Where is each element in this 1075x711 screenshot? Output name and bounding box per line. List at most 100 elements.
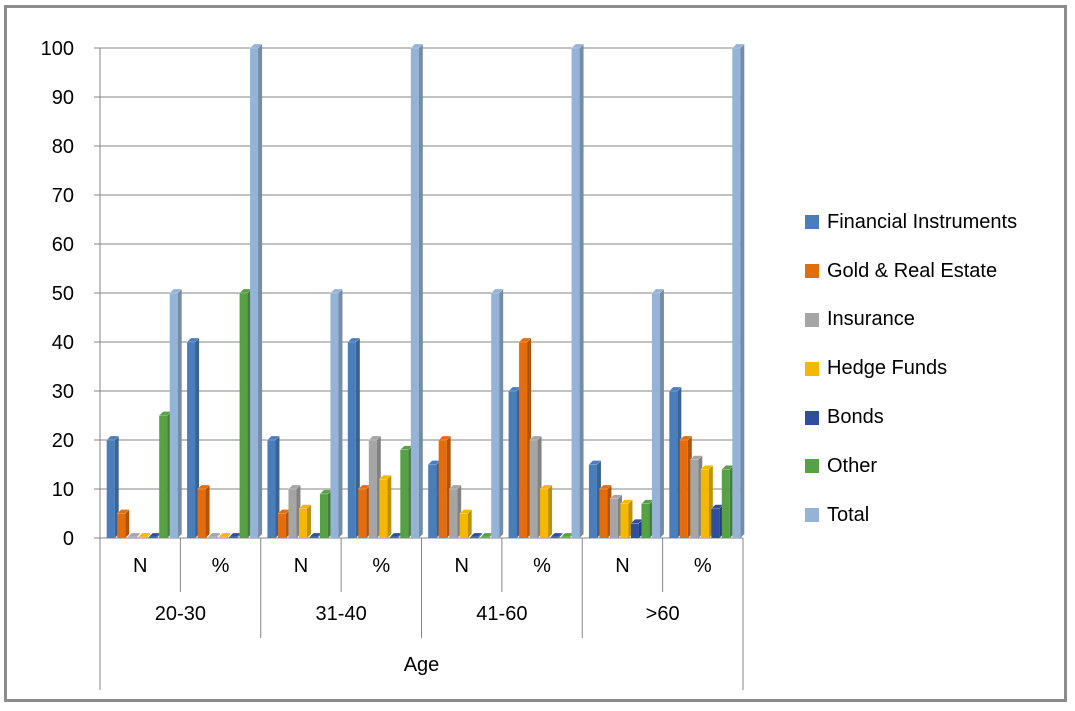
- bar-top: [609, 494, 623, 500]
- bar-top: [368, 435, 382, 441]
- x-group-label: >60: [646, 603, 680, 625]
- bar-top: [539, 484, 553, 490]
- bar: [250, 48, 259, 538]
- bar-top: [689, 455, 703, 460]
- bar: [379, 479, 388, 538]
- bar: [229, 537, 238, 538]
- bar-top: [137, 532, 151, 538]
- bar-top: [469, 532, 483, 538]
- bar: [669, 391, 678, 538]
- legend-item: Gold & Real Estate: [805, 247, 1017, 296]
- bar: [298, 508, 307, 538]
- bar: [561, 537, 570, 538]
- y-tick-label: 70: [52, 185, 74, 207]
- bar: [218, 537, 227, 538]
- bar: [508, 391, 517, 538]
- bar: [588, 464, 597, 538]
- bar-top: [116, 509, 130, 514]
- legend-swatch: [805, 312, 819, 327]
- y-tick-label: 30: [52, 381, 74, 403]
- bar: [288, 489, 297, 538]
- bar-side: [195, 338, 200, 538]
- bar: [138, 537, 147, 538]
- bar: [148, 537, 157, 538]
- bar-side: [114, 436, 119, 538]
- bar: [239, 293, 248, 538]
- bar-top: [347, 337, 361, 343]
- bar: [410, 48, 419, 538]
- bar: [599, 489, 608, 538]
- bar: [169, 293, 178, 538]
- bar-side: [659, 289, 664, 538]
- bar-side: [499, 289, 504, 538]
- bar-side: [338, 289, 343, 538]
- bar: [480, 537, 489, 538]
- y-tick-label: 10: [52, 479, 74, 501]
- bar-top: [389, 532, 403, 538]
- chart-legend: Financial Instruments Gold & Real Estate I…: [805, 198, 1017, 540]
- bar-top: [308, 532, 323, 538]
- bar: [127, 537, 136, 538]
- y-tick-label: 60: [52, 234, 74, 256]
- y-tick-label: 50: [52, 283, 74, 305]
- bar: [732, 48, 741, 538]
- bar: [106, 440, 115, 538]
- bar: [721, 469, 730, 538]
- legend-item: Hedge Funds: [805, 344, 1017, 393]
- legend-label: Financial Instruments: [827, 210, 1018, 233]
- bar-top: [528, 435, 543, 441]
- bar-top: [480, 532, 494, 538]
- bar-side: [548, 485, 553, 538]
- bar-side: [355, 338, 360, 538]
- x-axis-title: Age: [404, 654, 440, 676]
- legend-swatch: [805, 264, 819, 279]
- bar-side: [177, 289, 182, 538]
- bar: [491, 293, 500, 538]
- bar: [389, 537, 398, 538]
- bar: [690, 459, 699, 538]
- bar: [428, 464, 437, 538]
- x-tick-label: N: [294, 555, 308, 577]
- bar-top: [106, 435, 120, 441]
- y-tick-label: 40: [52, 332, 74, 354]
- bar: [267, 440, 276, 538]
- bar-top: [549, 532, 564, 538]
- bar-top: [668, 386, 682, 392]
- bar-top: [438, 435, 452, 441]
- bar-side: [579, 44, 584, 538]
- bar-top: [518, 337, 532, 343]
- legend-swatch: [805, 215, 819, 230]
- bar-side: [205, 485, 210, 538]
- bar-top: [169, 288, 183, 294]
- bar-top: [207, 532, 221, 538]
- legend-item: Other: [805, 442, 1017, 491]
- bar-top: [186, 337, 200, 343]
- x-tick-label: %: [212, 555, 230, 577]
- bar-side: [387, 475, 392, 538]
- x-group-label: 31-40: [316, 603, 367, 625]
- bar: [208, 537, 217, 538]
- bar-side: [740, 44, 745, 538]
- bar: [309, 537, 318, 538]
- bar-side: [125, 509, 130, 538]
- bar: [700, 469, 709, 538]
- bar: [358, 489, 367, 538]
- bar: [651, 293, 660, 538]
- y-tick-label: 0: [63, 528, 74, 550]
- bar: [459, 513, 468, 538]
- bar-top: [560, 532, 574, 538]
- bar-top: [588, 460, 602, 465]
- bar: [347, 342, 356, 538]
- bar-side: [258, 44, 263, 538]
- legend-swatch: [805, 508, 819, 523]
- bar-top: [196, 484, 211, 490]
- bar-top: [298, 504, 312, 509]
- legend-item: Total: [805, 491, 1017, 540]
- bar: [438, 440, 447, 538]
- bar: [519, 342, 528, 538]
- bar: [609, 498, 618, 538]
- bar: [330, 293, 339, 538]
- bar: [159, 415, 168, 538]
- bar: [117, 513, 126, 538]
